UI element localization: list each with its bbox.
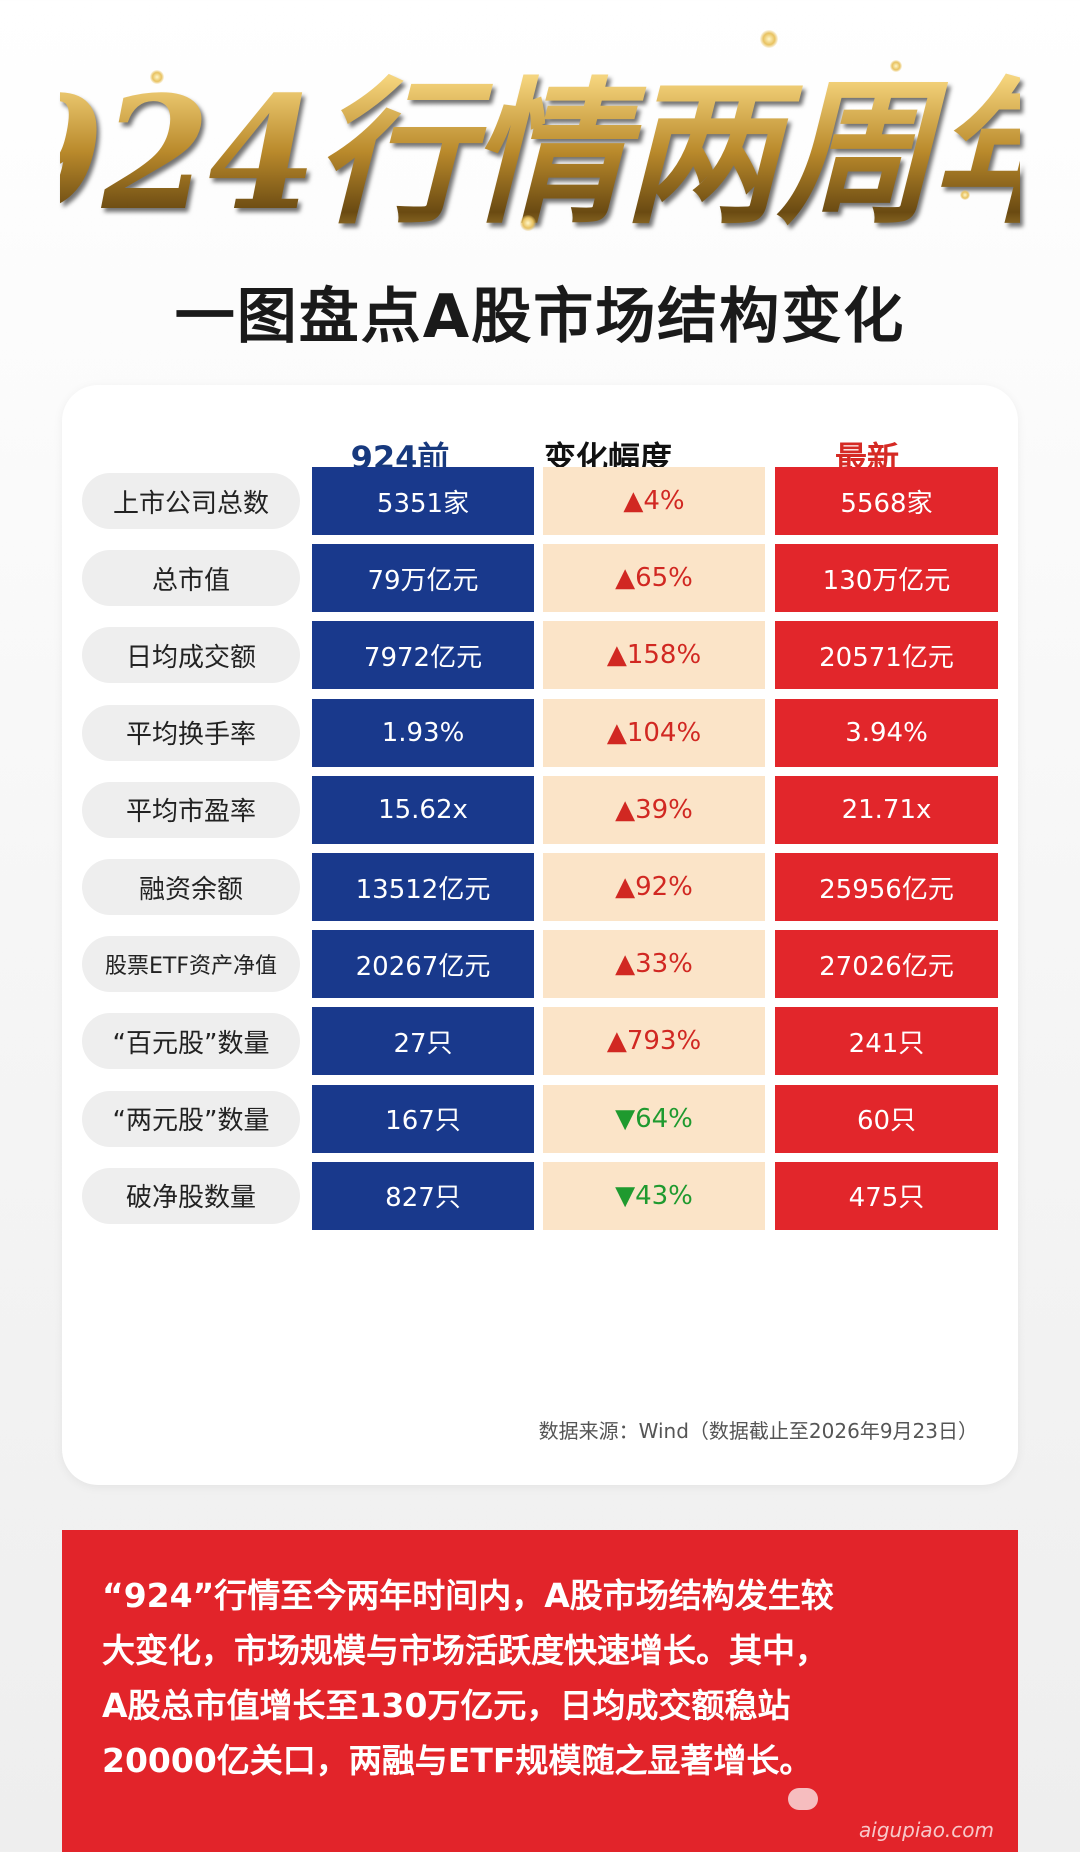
cell-change-value: ▲793% bbox=[543, 1007, 765, 1076]
table-row: 平均换手率 1.93% ▲104% 3.94% bbox=[62, 698, 1018, 767]
row-label: 破净股数量 bbox=[82, 1167, 300, 1224]
sparkle-decoration bbox=[520, 215, 536, 231]
cell-latest-value: 27026亿元 bbox=[775, 930, 998, 999]
comparison-table-card: 924前 变化幅度 最新 上市公司总数 5351家 ▲4% 5568家 总市值 79万亿元… bbox=[62, 385, 1018, 1485]
data-source: 数据来源：Wind（数据截止至2026年9月23日） bbox=[538, 1419, 978, 1443]
table-row: 平均市盈率 15.62x ▲39% 21.71x bbox=[62, 775, 1018, 844]
row-label: 上市公司总数 bbox=[82, 473, 300, 529]
cell-latest-value: 25956亿元 bbox=[775, 853, 998, 921]
note-line: 大变化，市场规模与市场活跃度快速增长。其中， bbox=[102, 1631, 828, 1670]
row-label: 股票ETF资产净值 bbox=[82, 936, 300, 993]
table-row: 融资余额 13512亿元 ▲92% 25956亿元 bbox=[62, 853, 1018, 921]
table-row: 日均成交额 7972亿元 ▲158% 20571亿元 bbox=[62, 621, 1018, 690]
cell-change-value: ▲65% bbox=[543, 544, 765, 613]
row-label: 平均市盈率 bbox=[82, 781, 300, 838]
sparkle-decoration bbox=[960, 190, 970, 200]
cell-latest-value: 475只 bbox=[775, 1161, 998, 1230]
cell-before-value: 27只 bbox=[312, 1007, 534, 1076]
cell-change-value: ▲39% bbox=[543, 775, 765, 844]
cell-latest-value: 60只 bbox=[775, 1084, 998, 1153]
table-row: 股票ETF资产净值 20267亿元 ▲33% 27026亿元 bbox=[62, 930, 1018, 999]
cell-latest-value: 20571亿元 bbox=[775, 621, 998, 690]
row-label: “两元股”数量 bbox=[82, 1090, 300, 1147]
cell-before-value: 13512亿元 bbox=[312, 853, 534, 921]
table-row: “百元股”数量 27只 ▲793% 241只 bbox=[62, 1007, 1018, 1076]
table-row: “两元股”数量 167只 ▼64% 60只 bbox=[62, 1084, 1018, 1153]
sparkle-decoration bbox=[890, 60, 902, 72]
cell-before-value: 827只 bbox=[312, 1161, 534, 1230]
cell-before-value: 5351家 bbox=[312, 467, 534, 535]
row-label: 总市值 bbox=[82, 550, 300, 607]
poster-subtitle: 一图盘点A股市场结构变化 bbox=[174, 282, 906, 352]
cell-change-value: ▼64% bbox=[543, 1084, 765, 1153]
poster-title: 924行情两周年 bbox=[0, 20, 1080, 260]
cell-latest-value: 130万亿元 bbox=[775, 544, 998, 613]
cell-before-value: 79万亿元 bbox=[312, 544, 534, 613]
summary-note: “924”行情至今两年时间内，A股市场结构发生较 大变化，市场规模与市场活跃度快… bbox=[62, 1530, 1018, 1852]
row-label: 平均换手率 bbox=[82, 704, 300, 761]
cell-change-value: ▲4% bbox=[543, 467, 765, 535]
table-row: 上市公司总数 5351家 ▲4% 5568家 bbox=[62, 467, 1018, 535]
watermark-text: aigupiao.com bbox=[859, 1818, 994, 1842]
cell-before-value: 167只 bbox=[312, 1084, 534, 1153]
cell-change-value: ▼43% bbox=[543, 1161, 765, 1230]
table-row: 总市值 79万亿元 ▲65% 130万亿元 bbox=[62, 544, 1018, 613]
cell-latest-value: 241只 bbox=[775, 1007, 998, 1076]
row-label: 融资余额 bbox=[82, 859, 300, 915]
cell-latest-value: 3.94% bbox=[775, 698, 998, 767]
cell-before-value: 15.62x bbox=[312, 775, 534, 844]
cell-change-value: ▲92% bbox=[543, 853, 765, 921]
cell-latest-value: 21.71x bbox=[775, 775, 998, 844]
cell-before-value: 20267亿元 bbox=[312, 930, 534, 999]
watermark-logo-icon bbox=[788, 1788, 818, 1810]
cell-change-value: ▲158% bbox=[543, 621, 765, 690]
cell-latest-value: 5568家 bbox=[775, 467, 998, 535]
table-row: 破净股数量 827只 ▼43% 475只 bbox=[62, 1161, 1018, 1230]
sparkle-decoration bbox=[760, 30, 778, 48]
cell-change-value: ▲104% bbox=[543, 698, 765, 767]
row-label: “百元股”数量 bbox=[82, 1013, 300, 1070]
cell-before-value: 7972亿元 bbox=[312, 621, 534, 690]
note-line: “924”行情至今两年时间内，A股市场结构发生较 bbox=[102, 1576, 834, 1615]
cell-before-value: 1.93% bbox=[312, 698, 534, 767]
row-label: 日均成交额 bbox=[82, 627, 300, 684]
note-line: A股总市值增长至130万亿元，日均成交额稳站 bbox=[102, 1686, 791, 1725]
cell-change-value: ▲33% bbox=[543, 930, 765, 999]
sparkle-decoration bbox=[150, 70, 164, 84]
note-line: 20000亿关口，两融与ETF规模随之显著增长。 bbox=[102, 1741, 813, 1780]
